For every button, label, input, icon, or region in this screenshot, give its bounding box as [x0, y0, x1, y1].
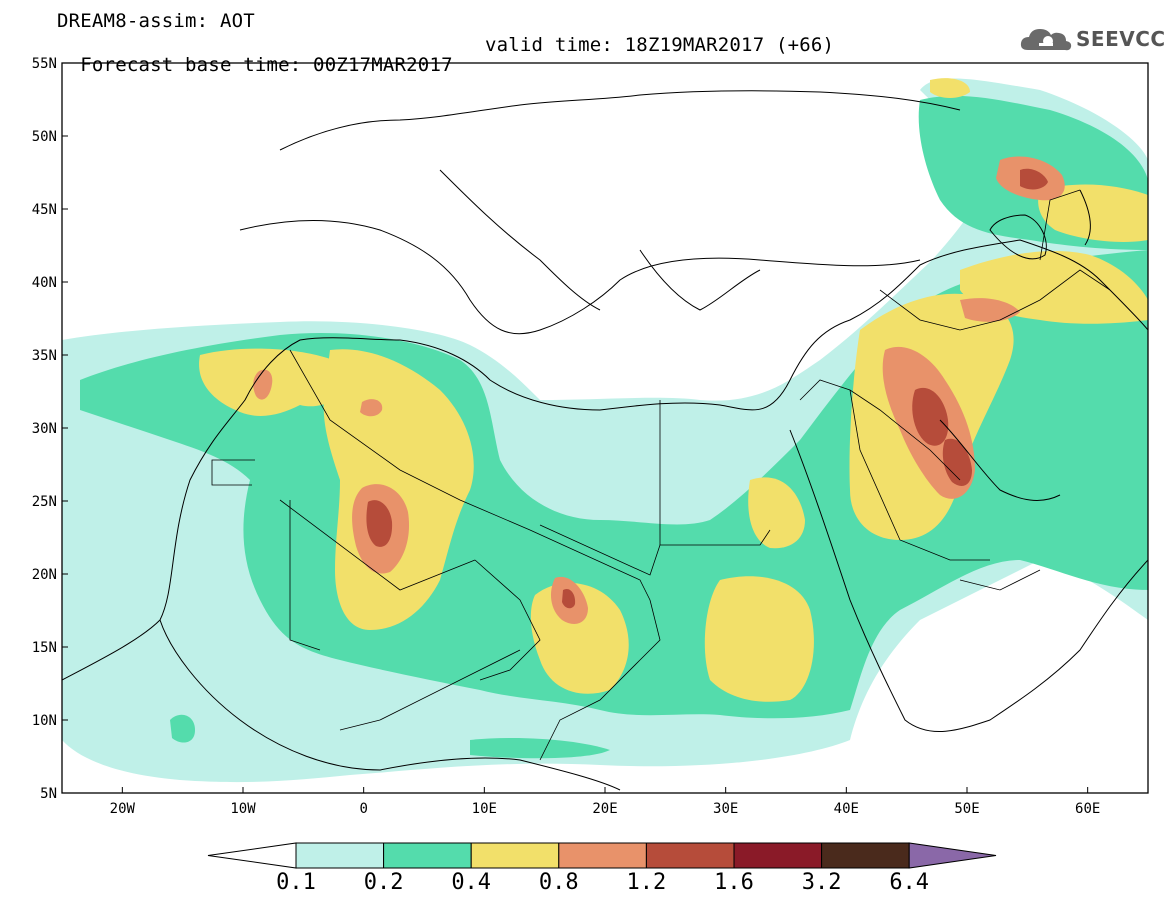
colorbar-swatch: [295, 842, 385, 869]
lon-tick-label: 50E: [954, 801, 979, 817]
colorbar-swatch: [558, 842, 647, 869]
lon-tick-label: 10E: [472, 801, 497, 817]
borders: [211, 189, 1111, 761]
colorbar-label: 1.6: [714, 870, 754, 895]
lat-tick-label: 30N: [32, 421, 57, 437]
colorbar-label: 0.2: [363, 870, 404, 895]
lat-tick-label: 15N: [32, 640, 57, 656]
colorbar-label: 0.8: [538, 870, 579, 895]
lon-tick-label: 40E: [834, 801, 859, 817]
valid-time-label: valid time: 18Z19MAR2017 (+66): [485, 34, 835, 56]
lon-tick-label: 0: [359, 801, 367, 817]
lon-tick-label: 20W: [110, 801, 136, 817]
lat-tick-label: 5N: [40, 786, 57, 802]
lon-tick-label: 10W: [230, 801, 256, 817]
lat-tick-label: 50N: [32, 129, 57, 145]
colorbar-swatch: [470, 842, 560, 869]
colorbar-swatch: [645, 842, 735, 869]
aot-level-1-2: [366, 168, 1048, 609]
colorbar-swatch: [383, 842, 472, 869]
lat-tick-label: 55N: [32, 56, 57, 72]
colorbar-under-arrow: [207, 842, 297, 869]
colorbar-over-arrow: [908, 842, 997, 869]
lat-tick-label: 20N: [32, 567, 57, 583]
map-title: DREAM8-assim: AOT: [57, 10, 255, 32]
colorbar-label: 0.4: [451, 870, 492, 895]
logo-text: SEEVCCC: [1076, 27, 1165, 51]
map-subtitle: Forecast base time: 00Z17MAR2017 valid t…: [57, 35, 834, 95]
colorbar-label: 0.1: [276, 870, 316, 895]
aot-field: [62, 78, 1148, 783]
seevccc-logo: SEEVCCC: [1018, 24, 1165, 54]
lat-tick-label: 25N: [32, 494, 57, 510]
lon-tick-label: 20E: [592, 801, 617, 817]
lat-tick-label: 35N: [32, 348, 57, 364]
lat-tick-label: 10N: [32, 713, 57, 729]
longitude-axis: 20W 10W 0 10E 20E 30E 40E 50E 60E: [110, 787, 1100, 817]
colorbar-label: 3.2: [801, 870, 842, 895]
lon-tick-label: 30E: [713, 801, 738, 817]
latitude-axis: 55N 50N 45N 40N 35N 30N 25N 20N 15N 10N 5N: [32, 56, 68, 802]
lat-tick-label: 45N: [32, 202, 57, 218]
colorbar-label: 1.2: [626, 870, 667, 895]
lat-tick-label: 40N: [32, 275, 57, 291]
colorbar-label: 6.4: [889, 870, 930, 895]
cloud-icon: [1020, 29, 1072, 51]
lon-tick-label: 60E: [1075, 801, 1100, 817]
colorbar-swatch: [733, 842, 823, 869]
colorbar: [207, 842, 997, 869]
colorbar-swatch: [821, 842, 910, 869]
coastlines: [62, 90, 1148, 791]
base-time-label: Forecast base time: 00Z17MAR2017: [80, 54, 453, 76]
